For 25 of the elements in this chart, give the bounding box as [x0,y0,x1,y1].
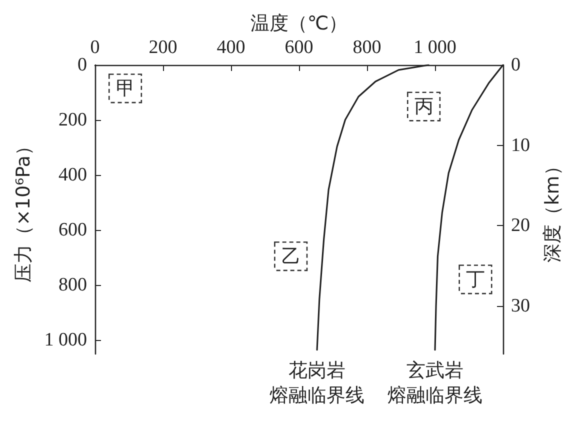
y-tick-label: 400 [58,164,87,186]
y-tick-label: 800 [58,274,87,296]
y2-tick-label: 30 [511,295,530,316]
annotation: 甲 [116,77,135,100]
y2-axis-title: 深度（km） [542,156,564,262]
y-tick-label: 200 [58,110,87,131]
annotation: 乙 [281,245,300,268]
x-tick-label: 0 [90,37,100,58]
series-label: 玄武岩熔融临界线 [388,359,482,406]
y2-tick-label: 20 [511,215,530,236]
y-tick-label: 600 [58,220,87,241]
x-tick-label: 200 [148,37,178,58]
x-tick-label: 800 [352,37,382,58]
y2-tick-label: 10 [511,134,530,156]
x-tick-label: 600 [284,37,314,58]
annotation: 丁 [466,268,485,290]
y-tick-label: 0 [78,54,87,76]
annotation: 丙 [414,96,434,118]
x-tick-label: 1 000 [414,37,456,58]
y-tick-label: 1 000 [44,330,87,351]
series-label: 花岗岩熔融临界线 [270,359,365,406]
y-axis-title: 压力（×10⁶Pa） [12,136,34,282]
y2-tick-label: 0 [511,54,520,76]
x-axis-title: 温度（℃） [250,12,348,34]
x-tick-label: 400 [216,37,246,58]
